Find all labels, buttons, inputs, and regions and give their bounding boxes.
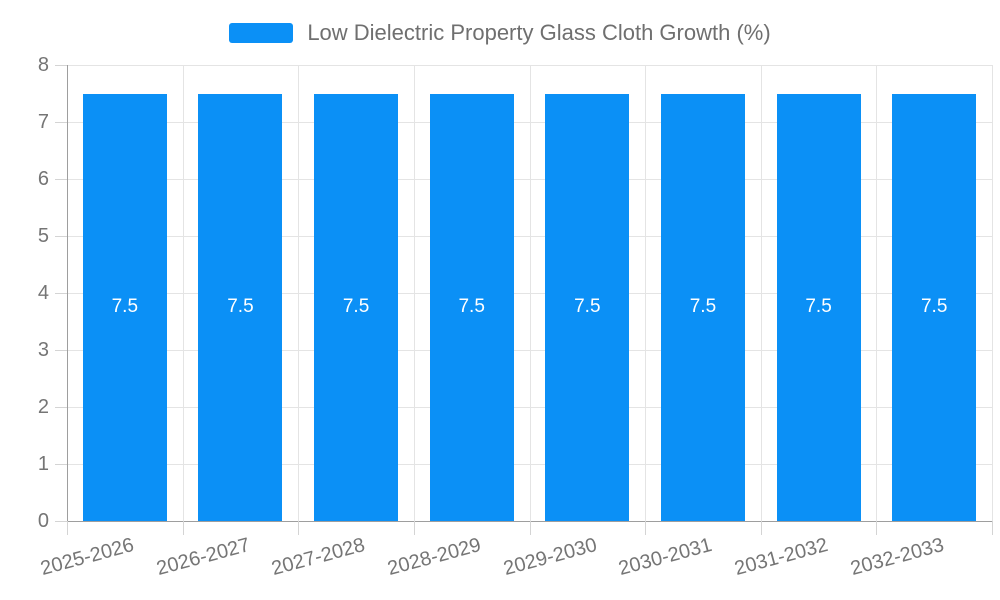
y-axis-tick [55, 122, 67, 123]
gridline-vertical [876, 65, 878, 521]
bar[interactable]: 7.5 [545, 93, 630, 521]
y-axis-tick [55, 350, 67, 351]
bar-value-label: 7.5 [342, 296, 370, 318]
y-axis-label: 3 [37, 339, 49, 361]
bar-value-label: 7.5 [689, 296, 717, 318]
legend-label: Low Dielectric Property Glass Cloth Grow… [307, 20, 771, 45]
bar[interactable]: 7.5 [82, 93, 167, 521]
y-axis-label: 2 [37, 396, 49, 418]
y-axis-tick [55, 464, 67, 465]
bar-value-label: 7.5 [111, 296, 139, 318]
x-axis-tick [413, 521, 415, 535]
gridline-vertical [992, 65, 993, 521]
bar[interactable]: 7.5 [314, 93, 399, 521]
y-axis-line [67, 65, 68, 521]
x-axis-tick [876, 521, 878, 535]
y-axis-tick [55, 521, 67, 522]
legend-swatch [229, 23, 294, 43]
x-axis-tick [298, 521, 300, 535]
y-axis-tick [55, 407, 67, 408]
y-axis-tick [55, 236, 67, 237]
gridline-vertical [645, 65, 647, 521]
y-axis-label: 1 [37, 453, 49, 475]
bar[interactable]: 7.5 [776, 93, 861, 521]
x-axis-tick [67, 521, 68, 535]
y-axis-label: 4 [37, 282, 49, 304]
gridline-vertical [182, 65, 184, 521]
gridline-vertical [760, 65, 762, 521]
bar[interactable]: 7.5 [660, 93, 745, 521]
legend[interactable]: Low Dielectric Property Glass Cloth Grow… [0, 18, 1000, 48]
bar-value-label: 7.5 [805, 296, 832, 318]
bar-value-label: 7.5 [227, 296, 254, 318]
bar[interactable]: 7.5 [198, 93, 283, 521]
bar[interactable]: 7.5 [429, 93, 514, 521]
y-axis-label: 6 [37, 168, 49, 190]
gridline-vertical [529, 65, 531, 521]
x-axis-tick [529, 521, 531, 535]
y-axis-label: 7 [37, 111, 49, 133]
bar[interactable]: 7.5 [892, 93, 977, 521]
y-axis-label: 0 [37, 510, 49, 532]
gridline-vertical [298, 65, 300, 521]
bar-value-label: 7.5 [574, 296, 601, 318]
y-axis-label: 5 [37, 225, 49, 247]
y-axis-tick [55, 293, 67, 294]
x-axis-tick [645, 521, 647, 535]
bar-value-label: 7.5 [458, 296, 485, 318]
y-axis-label: 8 [37, 54, 49, 76]
y-axis-tick [55, 65, 67, 66]
y-axis-tick [55, 179, 67, 180]
gridline-vertical [413, 65, 415, 521]
x-axis-tick [760, 521, 762, 535]
x-axis-tick [182, 521, 184, 535]
bar-value-label: 7.5 [920, 296, 948, 318]
x-axis-tick [992, 521, 993, 535]
